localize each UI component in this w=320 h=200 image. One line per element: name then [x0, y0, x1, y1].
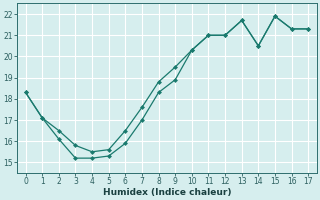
X-axis label: Humidex (Indice chaleur): Humidex (Indice chaleur) — [103, 188, 231, 197]
